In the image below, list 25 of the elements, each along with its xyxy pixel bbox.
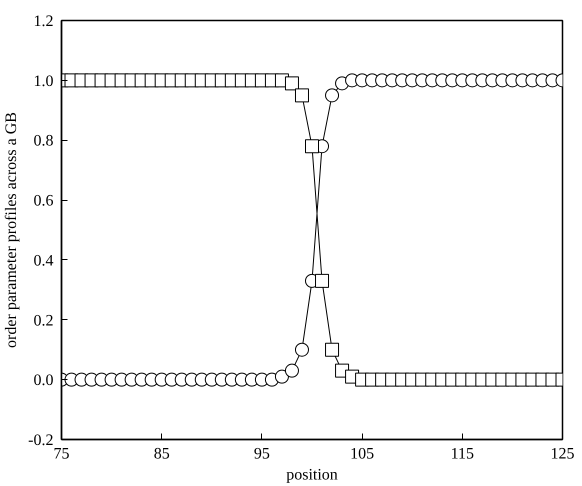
x-tick-label: 125 bbox=[550, 446, 574, 462]
y-tick-label: 1.0 bbox=[34, 72, 54, 90]
point bbox=[284, 76, 299, 90]
y-tick-label: 0.4 bbox=[34, 252, 54, 270]
point bbox=[274, 370, 289, 384]
x-axis-title: position bbox=[286, 466, 338, 484]
y-tick-label: 1.2 bbox=[34, 13, 54, 30]
y-tick-label: 0.8 bbox=[34, 132, 54, 150]
y-tick-label: 0.2 bbox=[34, 312, 54, 330]
x-tick-label: 115 bbox=[450, 446, 474, 462]
y-tick-label: 0.6 bbox=[34, 192, 54, 210]
x-tick-label: 95 bbox=[254, 446, 270, 462]
point bbox=[315, 274, 330, 288]
x-tick-label: 75 bbox=[54, 446, 70, 462]
x-tick-label: 85 bbox=[154, 446, 170, 462]
y-axis-title: order parameter profiles across a GB bbox=[3, 112, 20, 348]
point bbox=[294, 88, 309, 102]
y-tick-label: 0.0 bbox=[34, 372, 54, 390]
point bbox=[294, 342, 309, 357]
y-tick-label: -0.2 bbox=[28, 432, 54, 449]
point bbox=[284, 364, 299, 378]
point bbox=[305, 139, 319, 154]
point bbox=[325, 342, 340, 357]
x-tick-label: 105 bbox=[350, 446, 374, 462]
point bbox=[325, 88, 340, 102]
